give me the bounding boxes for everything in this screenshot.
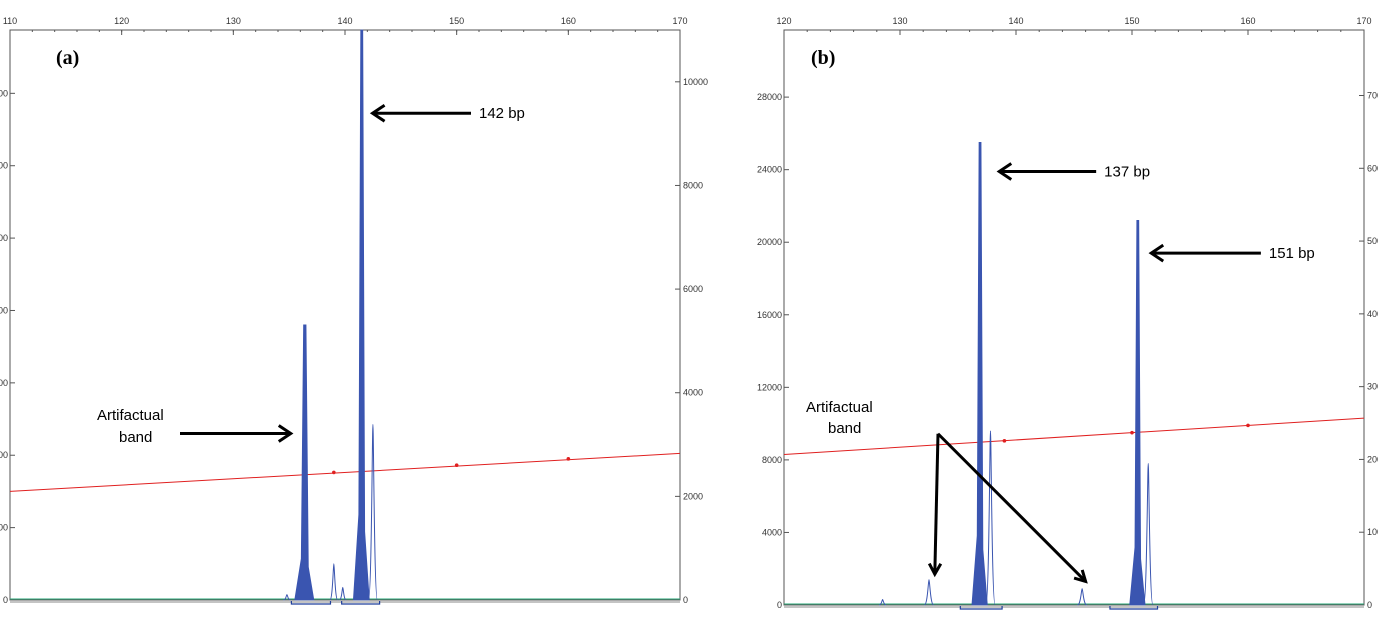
sizing-marker	[454, 463, 459, 467]
annotation-label: 151 bp	[1269, 245, 1315, 262]
sizing-marker	[1246, 423, 1250, 428]
y-right-tick-label: 8000	[683, 180, 703, 190]
artifact-arrow-head	[927, 562, 943, 578]
filled-peak	[294, 324, 315, 601]
x-tick-label: 160	[1240, 16, 1255, 26]
annotation-label: 142 bp	[479, 105, 525, 122]
outline-peak	[878, 599, 887, 606]
y-left-tick-label: 12000	[757, 382, 782, 392]
bin-bracket	[290, 601, 332, 605]
plot-frame	[9, 29, 681, 601]
x-tick-label: 140	[337, 16, 352, 26]
y-left-tick-label: 8000	[0, 450, 8, 460]
sizing-marker	[566, 457, 571, 461]
y-left-tick-label: 28000	[757, 92, 782, 102]
annotation-label: 137 bp	[1104, 163, 1150, 180]
x-tick-label: 150	[449, 16, 464, 26]
artifact-arrow-head	[1073, 569, 1088, 584]
sizing-marker	[1002, 439, 1007, 443]
y-left-tick-label: 4000	[762, 527, 782, 537]
y-right-tick-label: 6000	[683, 284, 703, 294]
y-left-tick-label: 16000	[757, 310, 782, 320]
panel-label: (a)	[56, 47, 79, 69]
y-left-tick-label: 16000	[0, 305, 8, 315]
filled-peak	[971, 142, 988, 606]
sizing-marker	[1130, 430, 1134, 435]
annotation-arrow-head	[1148, 243, 1165, 263]
outline-peak	[985, 430, 996, 606]
y-left-tick-label: 28000	[0, 88, 8, 98]
bin-bracket	[959, 606, 1003, 610]
electropherogram-panel-b: 120 130 140 150 160 170 0 4000 8000 12000 16000 200…	[744, 0, 1378, 626]
artifact-arrow-head	[277, 424, 294, 443]
y-left-tick-label: 24000	[0, 161, 8, 171]
y-right-tick-label: 700	[1367, 91, 1378, 101]
y-left-tick-label: 8000	[762, 455, 782, 465]
y-right-tick-label: 300	[1367, 382, 1378, 392]
y-right-tick-label: 0	[683, 595, 688, 605]
bin-bracket	[341, 601, 381, 605]
artifact-arrow-shaft	[936, 432, 1087, 583]
bin-bracket	[1109, 606, 1159, 610]
x-tick-label: 110	[3, 16, 17, 26]
y-right-tick-label: 500	[1367, 236, 1378, 246]
x-tick-label: 150	[1124, 16, 1139, 26]
plot-frame	[783, 29, 1365, 606]
y-left-tick-label: 20000	[0, 233, 8, 243]
outline-peak	[329, 563, 339, 601]
y-right-tick-label: 10000	[683, 77, 708, 87]
y-left-tick-label: 24000	[757, 165, 782, 175]
y-right-tick-label: 100	[1367, 527, 1378, 537]
x-tick-label: 160	[561, 16, 576, 26]
outline-peak	[923, 579, 935, 606]
filled-peak	[352, 29, 370, 601]
y-right-tick-label: 600	[1367, 163, 1378, 173]
outline-peak	[367, 423, 378, 601]
annotation-arrow-head	[369, 103, 386, 123]
annotation-arrow-head	[996, 162, 1013, 181]
sizing-marker	[332, 470, 336, 475]
artifact-label-line1: Artifactual	[97, 407, 164, 424]
x-tick-label: 120	[114, 16, 129, 26]
artifact-arrow-shaft	[933, 433, 940, 575]
panel-label: (b)	[811, 47, 835, 69]
electropherogram-panel-a: 110 120 130 140 150 160 170 0 4000 8000 12000 16000…	[0, 16, 708, 605]
artifact-label-line2: band	[119, 429, 152, 446]
sizing-line	[783, 417, 1365, 455]
y-right-tick-label: 0	[1367, 600, 1372, 610]
outline-peak	[1143, 463, 1154, 606]
y-right-tick-label: 2000	[683, 491, 703, 501]
sizing-line	[9, 452, 681, 492]
y-left-tick-label: 20000	[757, 237, 782, 247]
y-left-tick-label: 0	[777, 600, 782, 610]
electropherogram-a-svg: 110 120 130 140 150 160 170 0 4000 8000 12000 16000…	[0, 16, 708, 605]
x-tick-label: 120	[776, 16, 791, 26]
filled-peak	[1129, 220, 1146, 606]
electropherogram-b-svg: 120 130 140 150 160 1700400080001200016000200…	[757, 16, 1378, 610]
y-right-tick-label: 200	[1367, 454, 1378, 464]
x-tick-label: 130	[892, 16, 907, 26]
artifact-label-line1: Artifactual	[806, 399, 873, 416]
x-tick-label: 140	[1008, 16, 1023, 26]
x-tick-label: 130	[226, 16, 241, 26]
y-right-tick-label: 400	[1367, 309, 1378, 319]
y-left-tick-label: 12000	[0, 378, 8, 388]
artifact-label-line2: band	[828, 420, 861, 437]
y-right-tick-label: 4000	[683, 388, 703, 398]
outline-peak	[339, 586, 347, 601]
outline-peak	[1077, 588, 1088, 606]
y-left-tick-label: 4000	[0, 523, 8, 533]
x-tick-label: 170	[1356, 16, 1371, 26]
outline-peak	[283, 594, 291, 601]
x-tick-label: 170	[672, 16, 687, 26]
y-left-tick-label: 0	[3, 595, 8, 605]
